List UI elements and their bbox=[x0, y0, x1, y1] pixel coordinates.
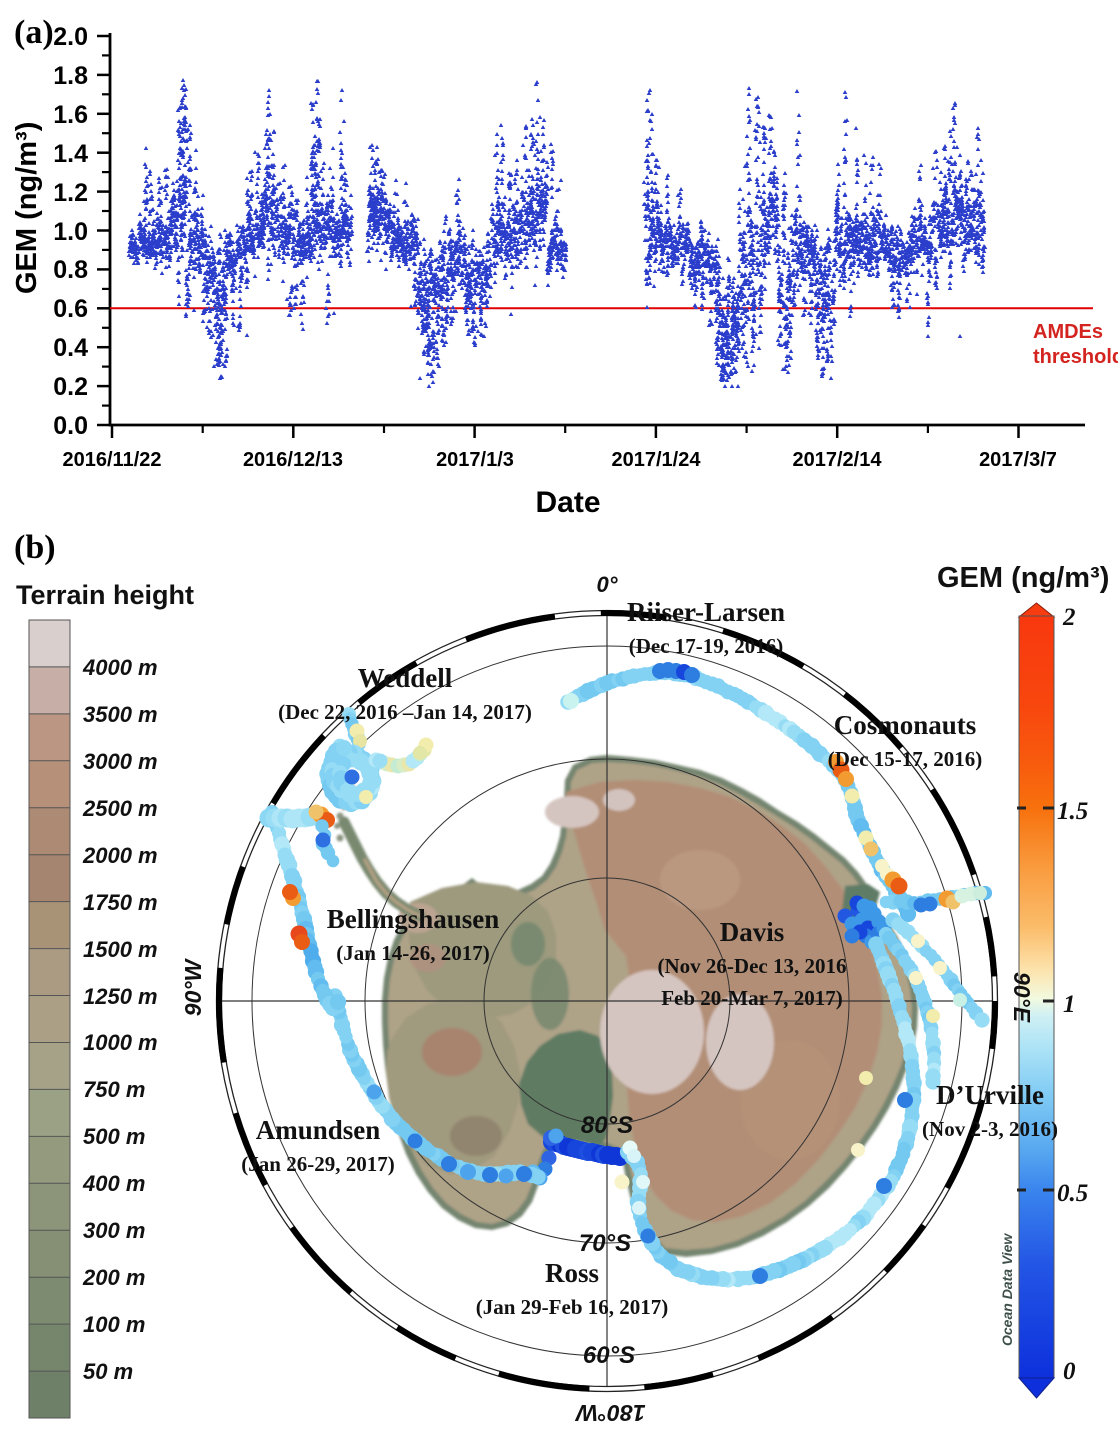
svg-text:threshold: threshold bbox=[1033, 346, 1118, 368]
svg-text:0.5: 0.5 bbox=[1057, 1180, 1088, 1207]
svg-text:0.2: 0.2 bbox=[53, 373, 88, 401]
svg-text:90°W: 90°W bbox=[180, 957, 206, 1016]
svg-text:2: 2 bbox=[1062, 604, 1076, 631]
svg-text:300 m: 300 m bbox=[83, 1218, 145, 1243]
svg-text:Ross: Ross bbox=[545, 1258, 599, 1288]
svg-text:GEM (ng/m³): GEM (ng/m³) bbox=[937, 562, 1109, 594]
svg-text:Date: Date bbox=[535, 486, 600, 519]
svg-text:2017/2/14: 2017/2/14 bbox=[793, 449, 883, 471]
svg-text:Riiser-Larsen: Riiser-Larsen bbox=[627, 597, 785, 627]
svg-text:(Jan 14-26, 2017): (Jan 14-26, 2017) bbox=[336, 941, 489, 965]
svg-text:1000 m: 1000 m bbox=[83, 1030, 158, 1055]
svg-text:0.0: 0.0 bbox=[53, 412, 88, 440]
svg-text:Weddell: Weddell bbox=[358, 663, 453, 693]
svg-text:1.8: 1.8 bbox=[53, 62, 88, 90]
svg-text:2500 m: 2500 m bbox=[82, 796, 158, 821]
svg-text:2017/1/3: 2017/1/3 bbox=[436, 449, 514, 471]
svg-text:(Dec 17-19, 2016): (Dec 17-19, 2016) bbox=[629, 634, 784, 658]
svg-text:0°: 0° bbox=[596, 572, 617, 597]
svg-text:(Nov 2-3, 2016): (Nov 2-3, 2016) bbox=[922, 1117, 1058, 1141]
svg-text:90°E: 90°E bbox=[1009, 972, 1035, 1023]
svg-text:1.5: 1.5 bbox=[1057, 798, 1088, 825]
svg-text:2017/1/24: 2017/1/24 bbox=[612, 449, 702, 471]
svg-text:180°W: 180°W bbox=[574, 1400, 646, 1426]
svg-text:Terrain height: Terrain height bbox=[16, 580, 194, 610]
svg-text:Bellingshausen: Bellingshausen bbox=[327, 904, 500, 934]
svg-text:(b): (b) bbox=[14, 529, 56, 566]
svg-text:80°S: 80°S bbox=[581, 1112, 633, 1139]
svg-text:2.0: 2.0 bbox=[53, 23, 88, 51]
svg-text:0.4: 0.4 bbox=[53, 334, 88, 362]
svg-text:3000 m: 3000 m bbox=[83, 749, 158, 774]
svg-text:(Nov 26-Dec 13, 2016: (Nov 26-Dec 13, 2016 bbox=[658, 954, 847, 978]
svg-text:(a): (a) bbox=[14, 14, 54, 51]
svg-text:(Dec 15-17, 2016): (Dec 15-17, 2016) bbox=[828, 747, 983, 771]
svg-text:2017/3/7: 2017/3/7 bbox=[979, 449, 1057, 471]
svg-text:1: 1 bbox=[1063, 991, 1076, 1018]
svg-text:1.4: 1.4 bbox=[53, 140, 88, 168]
svg-text:500 m: 500 m bbox=[83, 1124, 145, 1149]
svg-text:2016/12/13: 2016/12/13 bbox=[243, 449, 343, 471]
svg-text:70°S: 70°S bbox=[579, 1230, 631, 1257]
svg-text:0: 0 bbox=[1063, 1358, 1076, 1385]
svg-text:2000 m: 2000 m bbox=[82, 843, 158, 868]
svg-text:0.8: 0.8 bbox=[53, 256, 88, 284]
svg-text:(Jan 29-Feb 16, 2017): (Jan 29-Feb 16, 2017) bbox=[476, 1295, 669, 1319]
svg-text:(Dec 22, 2016 –Jan 14, 2017): (Dec 22, 2016 –Jan 14, 2017) bbox=[278, 700, 532, 724]
svg-text:1.2: 1.2 bbox=[53, 179, 88, 207]
svg-text:50 m: 50 m bbox=[83, 1359, 133, 1384]
svg-text:1250 m: 1250 m bbox=[83, 984, 158, 1009]
svg-text:1.0: 1.0 bbox=[53, 218, 88, 246]
svg-text:750 m: 750 m bbox=[83, 1077, 145, 1102]
svg-text:Feb 20-Mar 7, 2017): Feb 20-Mar 7, 2017) bbox=[661, 986, 843, 1010]
svg-text:1500 m: 1500 m bbox=[83, 937, 158, 962]
svg-text:1750 m: 1750 m bbox=[83, 890, 158, 915]
svg-text:Cosmonauts: Cosmonauts bbox=[834, 710, 977, 740]
svg-text:(Jan 26-29, 2017): (Jan 26-29, 2017) bbox=[241, 1152, 394, 1176]
svg-text:GEM (ng/m³): GEM (ng/m³) bbox=[11, 122, 43, 294]
svg-text:200 m: 200 m bbox=[82, 1265, 145, 1290]
svg-text:60°S: 60°S bbox=[583, 1342, 635, 1369]
svg-text:0.6: 0.6 bbox=[53, 295, 88, 323]
svg-text:1.6: 1.6 bbox=[53, 101, 88, 129]
svg-text:2016/11/22: 2016/11/22 bbox=[63, 449, 162, 471]
svg-text:Davis: Davis bbox=[720, 917, 785, 947]
svg-text:D’Urville: D’Urville bbox=[936, 1080, 1044, 1110]
svg-text:Amundsen: Amundsen bbox=[256, 1115, 381, 1145]
svg-text:AMDEs: AMDEs bbox=[1033, 321, 1103, 343]
svg-text:100 m: 100 m bbox=[83, 1312, 145, 1337]
svg-text:3500 m: 3500 m bbox=[83, 702, 158, 727]
svg-text:400 m: 400 m bbox=[82, 1171, 145, 1196]
svg-text:Ocean Data View: Ocean Data View bbox=[999, 1233, 1015, 1346]
svg-text:4000 m: 4000 m bbox=[82, 655, 158, 680]
